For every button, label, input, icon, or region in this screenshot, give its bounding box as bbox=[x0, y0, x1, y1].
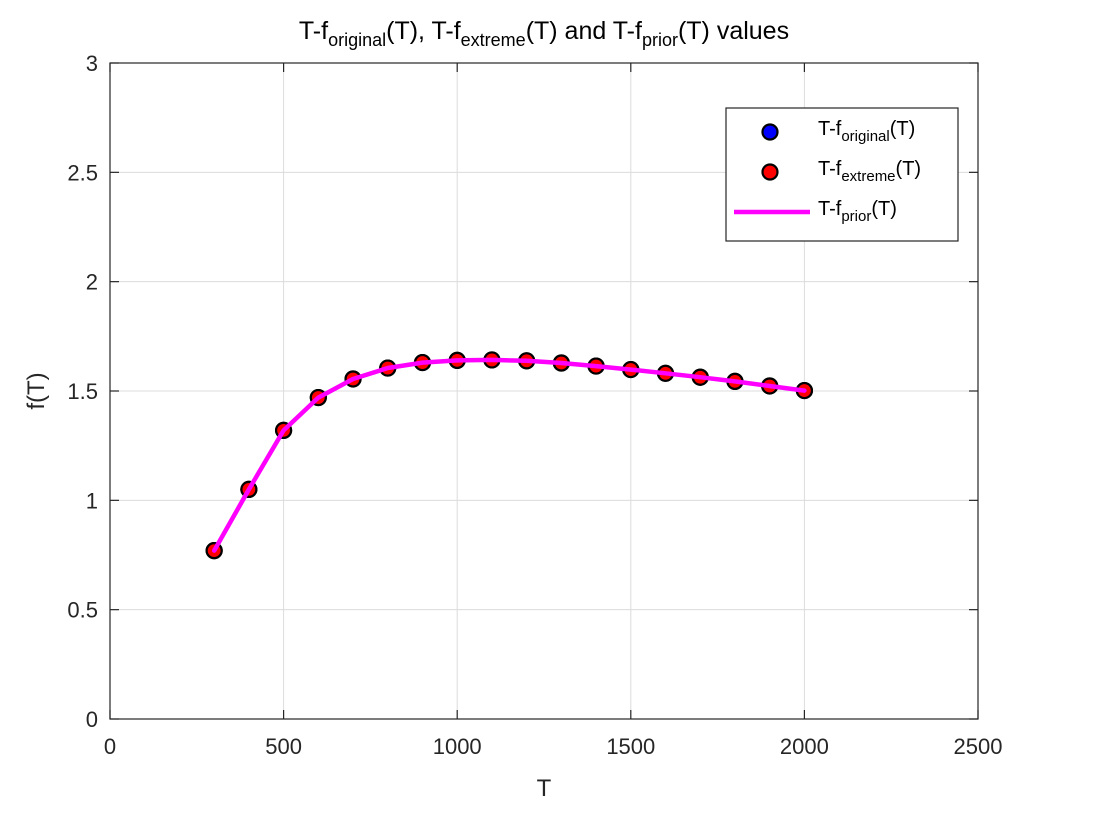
legend-label-subscript: prior bbox=[841, 208, 871, 225]
legend-label-main: T-f bbox=[818, 198, 842, 220]
legend-label-main: T-f bbox=[818, 158, 842, 180]
title-subscript: original bbox=[328, 30, 386, 50]
title-segment: (T), T-f bbox=[386, 17, 461, 45]
y-tick-label: 2 bbox=[86, 270, 98, 295]
legend: T-foriginal(T)T-fextreme(T)T-fprior(T) bbox=[725, 107, 959, 242]
title-segment: (T) values bbox=[678, 17, 789, 45]
chart-title: T-foriginal(T), T-fextreme(T) and T-fpri… bbox=[299, 17, 789, 50]
title-subscript: extreme bbox=[461, 30, 526, 50]
x-tick-label: 1500 bbox=[606, 734, 655, 759]
legend-marker-extreme bbox=[761, 163, 779, 181]
grid bbox=[109, 62, 979, 720]
legend-label-main: T-f bbox=[818, 118, 842, 140]
x-tick-label: 2000 bbox=[780, 734, 829, 759]
y-tick-label: 1 bbox=[86, 488, 98, 513]
legend-label-suffix: (T) bbox=[890, 118, 916, 140]
legend-label-extreme: T-fextreme(T) bbox=[818, 158, 921, 185]
axis-ticks bbox=[109, 62, 979, 720]
legend-label-subscript: extreme bbox=[841, 168, 895, 185]
title-segment: (T) and T-f bbox=[526, 17, 642, 45]
title-subscript: prior bbox=[642, 30, 678, 50]
y-tick-label: 3 bbox=[86, 51, 98, 76]
x-tick-label: 0 bbox=[104, 734, 116, 759]
legend-label-suffix: (T) bbox=[871, 198, 897, 220]
legend-label-prior: T-fprior(T) bbox=[818, 198, 897, 225]
y-tick-label: 1.5 bbox=[67, 379, 98, 404]
x-axis-label: T bbox=[537, 775, 552, 802]
series-layer bbox=[205, 351, 814, 560]
x-tick-label: 500 bbox=[265, 734, 302, 759]
y-axis-label: f(T) bbox=[23, 372, 50, 409]
legend-label-original: T-foriginal(T) bbox=[818, 118, 915, 145]
series-line-prior bbox=[211, 357, 807, 553]
y-tick-label: 0 bbox=[86, 707, 98, 732]
legend-marker-original bbox=[761, 123, 779, 141]
y-tick-label: 2.5 bbox=[67, 160, 98, 185]
legend-label-subscript: original bbox=[841, 128, 889, 145]
legend-label-suffix: (T) bbox=[896, 158, 922, 180]
title-segment: T-f bbox=[299, 17, 328, 45]
x-tick-label: 2500 bbox=[954, 734, 1003, 759]
y-tick-label: 0.5 bbox=[67, 598, 98, 623]
x-tick-label: 1000 bbox=[433, 734, 482, 759]
tick-labels: 0 500 1000 1500 2000 2500 0 0.5 1 1.5 2 2.5 3 bbox=[67, 51, 1002, 759]
